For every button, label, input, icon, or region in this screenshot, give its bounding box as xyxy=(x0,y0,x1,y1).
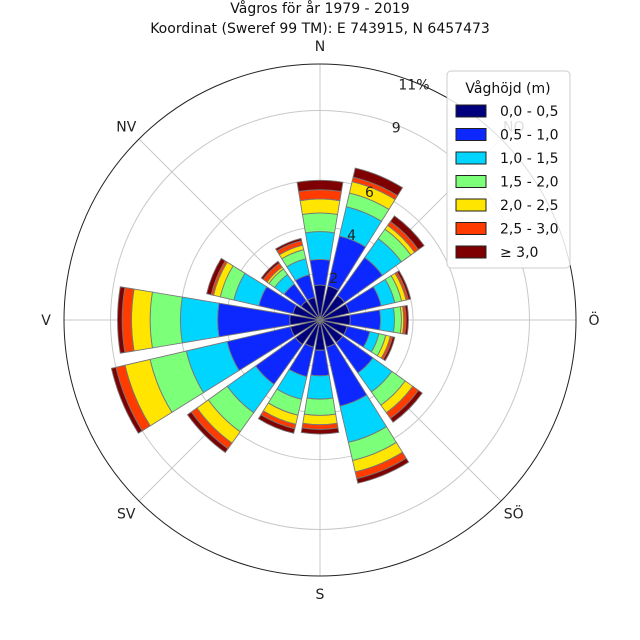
rose-bar-segment xyxy=(257,414,296,434)
rose-bar-segment xyxy=(299,198,341,215)
rose-sector xyxy=(110,319,321,434)
rose-sector xyxy=(319,215,425,321)
rose-sector xyxy=(319,270,412,321)
rose-bar-segment xyxy=(296,179,344,192)
legend-swatch xyxy=(455,128,487,141)
rose-sector xyxy=(186,319,321,454)
rose-bar-segment xyxy=(179,296,220,344)
rose-bar-segment xyxy=(404,304,409,336)
direction-label: SÖ xyxy=(504,505,524,523)
rose-sector xyxy=(319,167,404,321)
radial-tick-label: 11% xyxy=(398,77,429,93)
chart-title: Vågros för år 1979 - 2019 xyxy=(230,0,409,17)
rose-bar-segment xyxy=(186,411,229,454)
legend-label: 1,5 - 2,0 xyxy=(500,175,558,191)
rose-sector xyxy=(296,179,344,321)
rose-bar-segment xyxy=(300,427,340,435)
rose-bar-segment xyxy=(310,349,330,377)
legend-title: Våghöjd (m) xyxy=(465,80,550,97)
legend-swatch xyxy=(455,175,487,188)
rose-bar-segment xyxy=(389,389,423,423)
rose-bar-segment xyxy=(309,259,331,287)
rose-bar-segment xyxy=(298,189,342,202)
rose-sector xyxy=(319,304,409,336)
rose-bar-segment xyxy=(301,212,339,234)
rose-bar-segment xyxy=(389,215,425,251)
legend-label: 1,0 - 1,5 xyxy=(500,151,558,167)
radial-tick-label: 6 xyxy=(365,185,374,201)
legend: Våghöjd (m) 0,0 - 0,5 0,5 - 1,0 1,0 - 1,5 1… xyxy=(446,70,571,269)
direction-label: N xyxy=(315,39,325,55)
outer-ring xyxy=(63,63,577,577)
legend-swatch xyxy=(455,222,487,235)
radial-tick-labels: 2 4 6 9 11% xyxy=(329,77,429,287)
rose-bar-segment xyxy=(149,291,183,349)
legend-label: 2,0 - 2,5 xyxy=(500,198,558,214)
rose-bar-segment xyxy=(349,309,381,331)
legend-swatch xyxy=(455,245,487,259)
legend-frame xyxy=(446,70,571,269)
rose-sector xyxy=(275,237,321,321)
legend-items: 0,0 - 0,5 0,5 - 1,0 1,0 - 1,5 1,5 - 2,0 2,0 … xyxy=(455,104,558,261)
direction-label: S xyxy=(316,587,325,603)
rose-bar-segment xyxy=(260,260,281,281)
legend-swatch xyxy=(455,104,487,118)
radial-tick-label: 2 xyxy=(329,271,338,287)
rose-bar-segment xyxy=(382,336,396,362)
direction-label: NV xyxy=(116,119,136,135)
rose-bar-segment xyxy=(303,397,337,416)
rose-bar-segment xyxy=(117,286,126,354)
direction-label: V xyxy=(41,313,51,329)
rose-bar-segment xyxy=(306,374,334,400)
radial-tick-label: 4 xyxy=(347,228,356,244)
rose-bar-segment xyxy=(206,257,226,296)
rose-bar-segment xyxy=(275,237,303,252)
rose-sector xyxy=(300,319,340,435)
rose-bar-segment xyxy=(304,231,336,261)
rose-bar-segment xyxy=(110,366,143,434)
legend-label: 0,0 - 0,5 xyxy=(500,104,558,120)
rose-sector xyxy=(117,286,321,354)
legend-label: 0,5 - 1,0 xyxy=(500,128,558,144)
rose-bar-segment xyxy=(356,457,410,484)
direction-label: SV xyxy=(117,507,136,523)
rose-sector xyxy=(260,260,321,321)
radial-tick-label: 9 xyxy=(392,120,401,136)
rose-bar-segment xyxy=(379,307,395,333)
legend-swatch xyxy=(455,151,487,165)
rose-bar-segment xyxy=(131,288,153,352)
rose-sector xyxy=(319,319,423,423)
rose-sector xyxy=(319,319,410,484)
legend-label: ≥ 3,0 xyxy=(500,245,538,261)
chart-subtitle: Koordinat (Sweref 99 TM): E 743915, N 64… xyxy=(150,21,490,37)
legend-swatch xyxy=(455,198,487,212)
rose-bar-segment xyxy=(392,306,402,334)
legend-label: 2,5 - 3,0 xyxy=(500,222,558,238)
rose-sector xyxy=(257,319,321,434)
direction-label: Ö xyxy=(588,311,599,329)
direction-labels: NNOÖSÖSSVVNV xyxy=(41,39,599,603)
rose-bar-segment xyxy=(352,167,404,197)
rose-bars xyxy=(110,167,425,484)
rose-sector xyxy=(319,319,396,362)
rose-bar-segment xyxy=(396,270,412,301)
rose-bar-segment xyxy=(302,413,338,426)
rose-sector xyxy=(206,257,321,321)
